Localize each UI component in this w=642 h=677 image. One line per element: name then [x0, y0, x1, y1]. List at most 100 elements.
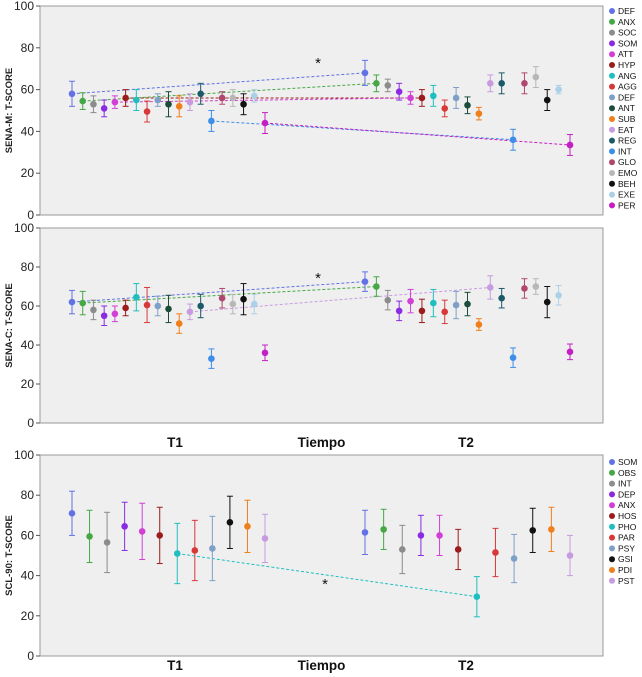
data-point [548, 526, 555, 533]
y-tick-label: 20 [21, 609, 35, 623]
trend-line [264, 122, 571, 146]
legend-marker [609, 18, 615, 25]
data-point [186, 308, 194, 316]
legend-label: ANX [618, 17, 636, 27]
data-point [122, 304, 129, 312]
data-point [208, 355, 215, 362]
data-point [226, 519, 234, 526]
plot-area [39, 227, 604, 424]
legend-label: DEF [618, 92, 635, 102]
legend-marker [609, 29, 615, 36]
data-point [555, 291, 562, 299]
legend-marker [609, 480, 615, 487]
legend-marker [609, 513, 615, 519]
data-point [68, 298, 76, 306]
x-axis-label: Tiempo [298, 435, 346, 450]
data-point [418, 94, 426, 102]
data-point [218, 94, 226, 102]
data-point [68, 90, 76, 98]
y-tick-label: 60 [21, 299, 35, 313]
data-point [566, 348, 574, 356]
data-point [250, 300, 258, 308]
data-point [521, 80, 528, 87]
data-point [186, 98, 194, 106]
legend-marker [609, 469, 615, 476]
data-point [86, 533, 93, 540]
y-tick-label: 40 [21, 124, 35, 138]
legend-label: BEH [618, 179, 635, 189]
data-point [486, 284, 494, 291]
data-point [100, 105, 108, 112]
data-point [566, 552, 574, 559]
legend-marker [609, 83, 615, 90]
data-point [218, 294, 226, 302]
trend-line [82, 82, 377, 102]
y-axis-label: SENA-C: T-SCORE [4, 283, 15, 367]
data-point [361, 69, 369, 77]
data-point [473, 593, 481, 601]
legend-marker [609, 137, 615, 144]
y-tick-label: 100 [14, 448, 34, 462]
data-point [464, 300, 471, 308]
data-point [143, 108, 151, 115]
data-point [138, 528, 146, 535]
data-point [250, 92, 258, 100]
significance-annotation: * [315, 270, 321, 287]
data-point [229, 94, 237, 102]
data-point [79, 97, 87, 105]
y-tick-label: 60 [21, 528, 35, 542]
data-point [154, 302, 162, 310]
data-point [529, 527, 537, 534]
data-point [441, 308, 449, 316]
legend-marker [609, 180, 615, 187]
data-point [417, 532, 425, 539]
data-point [398, 546, 406, 553]
data-point [240, 295, 247, 303]
plot-area [39, 454, 604, 657]
chart-panel-3: 0 20 40 60 80 100 SCL-90: T-SCORE T1 T2 Tiempo * SO… [4, 448, 637, 673]
data-point [532, 283, 540, 290]
legend-label: HYP [618, 60, 636, 70]
data-point [395, 88, 403, 95]
data-point [384, 296, 392, 304]
legend-marker [609, 502, 615, 509]
data-point [156, 532, 164, 539]
data-point [197, 302, 204, 310]
data-point [208, 117, 215, 125]
data-point [361, 278, 369, 285]
legend-marker [609, 545, 615, 552]
data-point [111, 98, 119, 106]
y-tick-label: 100 [14, 0, 34, 13]
legend-label: PDI [618, 565, 632, 575]
legend-marker [609, 491, 615, 498]
data-point [407, 297, 414, 305]
legend-label: PHO [618, 522, 637, 532]
data-point [454, 546, 462, 553]
data-point [165, 100, 172, 108]
significance-annotation: * [322, 576, 328, 593]
data-point [373, 283, 380, 290]
trend-line [71, 72, 366, 95]
legend-marker [609, 105, 615, 112]
data-point [244, 523, 251, 530]
data-point [441, 105, 449, 112]
data-point [261, 119, 269, 127]
legend-label: ATT [618, 49, 633, 59]
data-point [475, 110, 483, 117]
y-tick-label: 0 [27, 416, 34, 430]
legend-label: EXE [618, 190, 635, 200]
legend-label: DEF [618, 6, 635, 16]
data-point [90, 100, 97, 108]
legend-label: PER [618, 200, 635, 210]
legend-marker [609, 116, 615, 122]
legend-label: SOM [618, 457, 637, 467]
legend-marker [609, 534, 615, 541]
trend-line [82, 286, 377, 304]
data-point [240, 100, 247, 108]
legend-marker [609, 191, 615, 198]
data-point [509, 136, 517, 144]
data-point [165, 305, 172, 313]
data-point [103, 539, 111, 546]
legend-marker [609, 170, 615, 176]
